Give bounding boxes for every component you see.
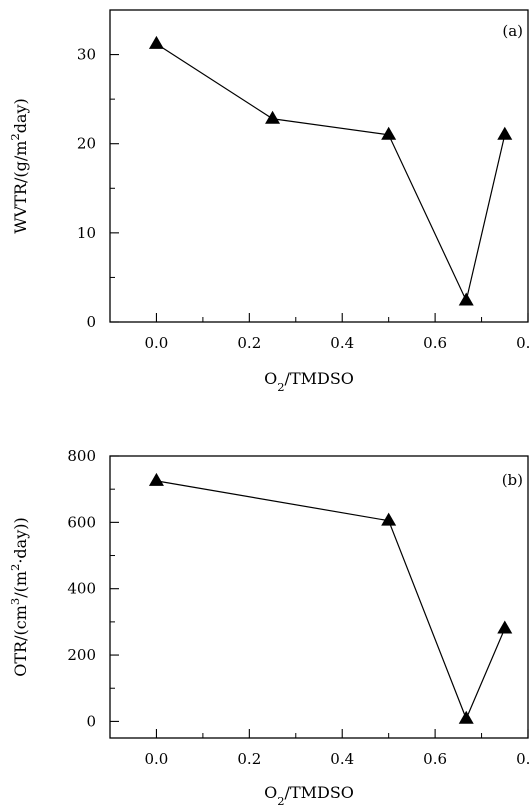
data-point-marker — [458, 710, 474, 724]
y-tick-label: 30 — [77, 46, 96, 64]
x-tick-label: 0.0 — [145, 750, 169, 768]
panel-label: (b) — [502, 471, 523, 489]
panel-a: 0.0 0.2 0.4 0.6 0.8 0 10 20 30 (a) O2/TMDSO WVTR/(g… — [8, 9, 530, 394]
x-tick-label: 0.0 — [145, 334, 169, 352]
y-axis-title: OTR/(cm3/(m2·day)) — [8, 517, 30, 676]
y-tick-label: 400 — [67, 580, 96, 598]
data-point-marker — [458, 292, 474, 306]
plot-frame — [109, 455, 529, 739]
data-point-marker — [148, 35, 164, 49]
y-axis-title: WVTR/(g/m2day) — [8, 98, 30, 234]
data-point-marker — [497, 620, 513, 634]
data-point-marker — [381, 126, 397, 140]
x-tick-label: 0.6 — [423, 750, 447, 768]
y-tick-label: 20 — [77, 135, 96, 153]
panel-b: 0.0 0.2 0.4 0.6 0.8 0 200 400 600 800 (b) O2/TMDSO O… — [8, 447, 530, 807]
x-tick-label: 0.2 — [237, 750, 261, 768]
x-tick-label: 0.6 — [423, 334, 447, 352]
x-tick-label: 0.2 — [237, 334, 261, 352]
x-tick-label: 0.8 — [516, 334, 530, 352]
y-tick-label: 200 — [67, 646, 96, 664]
data-point-marker — [148, 472, 164, 486]
plot-frame — [109, 9, 529, 323]
x-tick-label: 0.8 — [516, 750, 530, 768]
y-tick-label: 800 — [67, 447, 96, 465]
y-tick-label: 0 — [86, 313, 96, 331]
panel-label: (a) — [502, 22, 523, 40]
y-tick-label: 10 — [77, 224, 96, 242]
data-point-marker — [265, 110, 281, 124]
x-axis-title: O2/TMDSO — [264, 369, 354, 394]
x-tick-label: 0.4 — [330, 334, 354, 352]
y-tick-label: 0 — [86, 712, 96, 730]
x-tick-label: 0.4 — [330, 750, 354, 768]
y-tick-label: 600 — [67, 513, 96, 531]
x-axis-title: O2/TMDSO — [264, 783, 354, 807]
data-point-marker — [381, 512, 397, 526]
series-line — [156, 43, 506, 303]
data-point-marker — [497, 126, 513, 140]
series-line — [156, 480, 506, 721]
